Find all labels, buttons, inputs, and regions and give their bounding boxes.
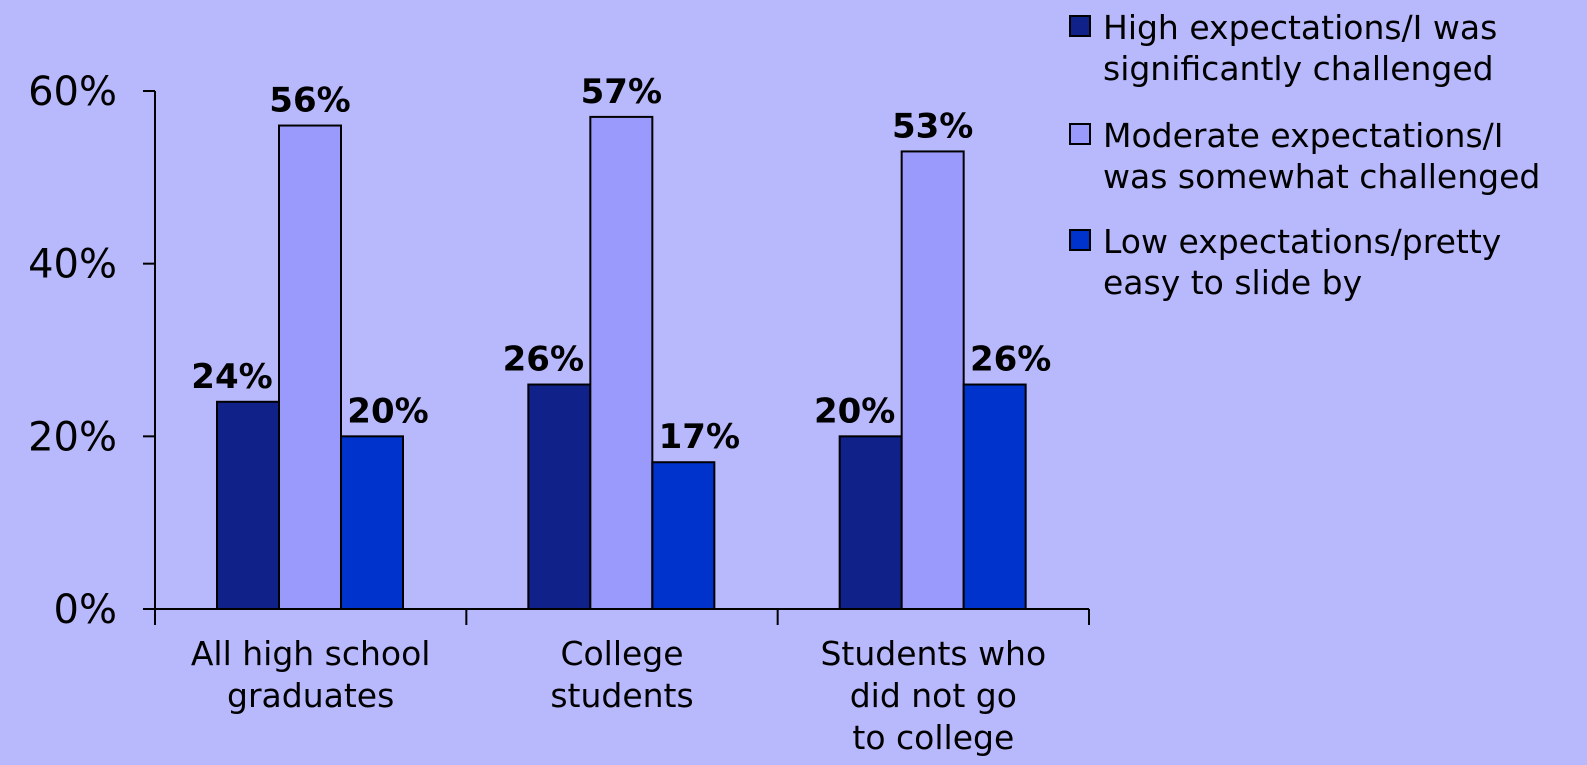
legend-item-2: Moderate expectations/I was somewhat chal… bbox=[1069, 116, 1540, 196]
data-label: 24% bbox=[191, 357, 272, 397]
legend-label: Low expectations/pretty easy to slide by bbox=[1103, 222, 1501, 302]
data-label: 26% bbox=[503, 340, 584, 380]
legend-swatch bbox=[1069, 123, 1091, 145]
bar-series-1 bbox=[216, 400, 280, 610]
y-tick-label: 20% bbox=[28, 414, 117, 460]
data-label: 56% bbox=[269, 81, 350, 121]
bar-series-1 bbox=[527, 383, 592, 610]
bar-series-1 bbox=[838, 435, 903, 611]
y-tick-label: 40% bbox=[28, 242, 117, 288]
chart-bars bbox=[216, 115, 1027, 611]
data-label: 26% bbox=[970, 340, 1051, 380]
category-label: College students bbox=[550, 634, 693, 715]
bar-series-2 bbox=[278, 124, 342, 611]
chart-axes: 0% 20% 40% 60% All high school graduates Colle… bbox=[28, 69, 1090, 757]
data-label: 20% bbox=[347, 391, 428, 431]
data-label: 17% bbox=[659, 417, 740, 457]
chart-data-labels: 24% 56% 20% 26% 57% 17% 20% 53% 26% bbox=[191, 72, 1051, 457]
bar-series-2 bbox=[900, 150, 965, 611]
data-label: 53% bbox=[892, 106, 973, 146]
bar-series-3 bbox=[962, 383, 1027, 610]
legend-item-1: High expectations/I was significantly cha… bbox=[1069, 8, 1497, 88]
bar-series-3 bbox=[340, 435, 404, 611]
category-label: All high school graduates bbox=[191, 634, 431, 715]
data-label: 20% bbox=[814, 391, 895, 431]
legend-swatch bbox=[1069, 15, 1091, 37]
legend-label: High expectations/I was significantly cha… bbox=[1103, 8, 1497, 88]
legend-swatch bbox=[1069, 229, 1091, 251]
bar-series-3 bbox=[651, 461, 716, 610]
data-label: 57% bbox=[581, 72, 662, 112]
legend-label: Moderate expectations/I was somewhat chal… bbox=[1103, 116, 1540, 196]
chart-legend: High expectations/I was significantly cha… bbox=[1069, 8, 1540, 302]
y-tick-label: 60% bbox=[28, 69, 117, 115]
legend-item-3: Low expectations/pretty easy to slide by bbox=[1069, 222, 1501, 302]
bar-series-2 bbox=[589, 115, 654, 611]
category-label: Students who did not go to college bbox=[820, 634, 1046, 757]
y-tick-label: 0% bbox=[54, 587, 117, 633]
